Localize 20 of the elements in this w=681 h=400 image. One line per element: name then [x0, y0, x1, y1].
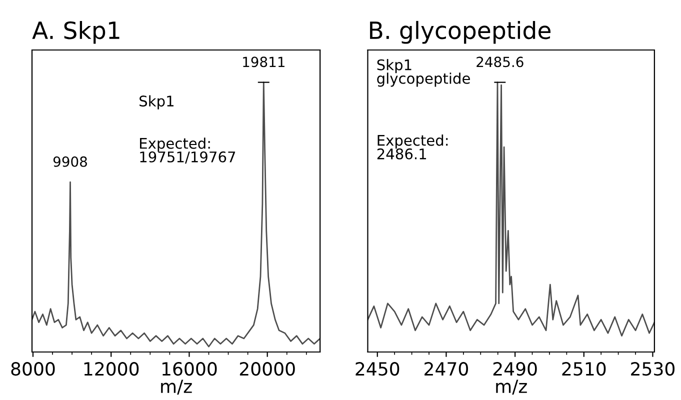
x-tick-label: 16000: [162, 362, 217, 376]
x-tick-label: 8000: [11, 362, 55, 376]
x-tick-label: 2510: [562, 362, 606, 376]
x-tick-label: 2450: [356, 362, 400, 376]
annotation: 9908: [53, 156, 87, 167]
annotation: Skp1: [140, 95, 174, 110]
x-axis-title: m/z: [496, 380, 527, 395]
annotation: Expected: 19751/19767: [140, 138, 236, 164]
x-tick-label: 2470: [424, 362, 468, 376]
annotation: Skp1 glycopeptide: [377, 59, 470, 87]
chart-title: A. Skp1: [32, 20, 120, 44]
annotation: 2485.6: [476, 56, 524, 68]
annotation: Expected: 2486.1: [377, 134, 448, 160]
x-tick-label: 2530: [631, 362, 674, 376]
x-tick-label: 20000: [240, 362, 295, 376]
x-tick-label: 2490: [493, 362, 537, 376]
chart-title: B. glycopeptide: [370, 20, 550, 44]
x-tick-label: 12000: [84, 362, 139, 376]
annotation: 19811: [243, 56, 284, 68]
x-axis-title: m/z: [161, 380, 192, 395]
